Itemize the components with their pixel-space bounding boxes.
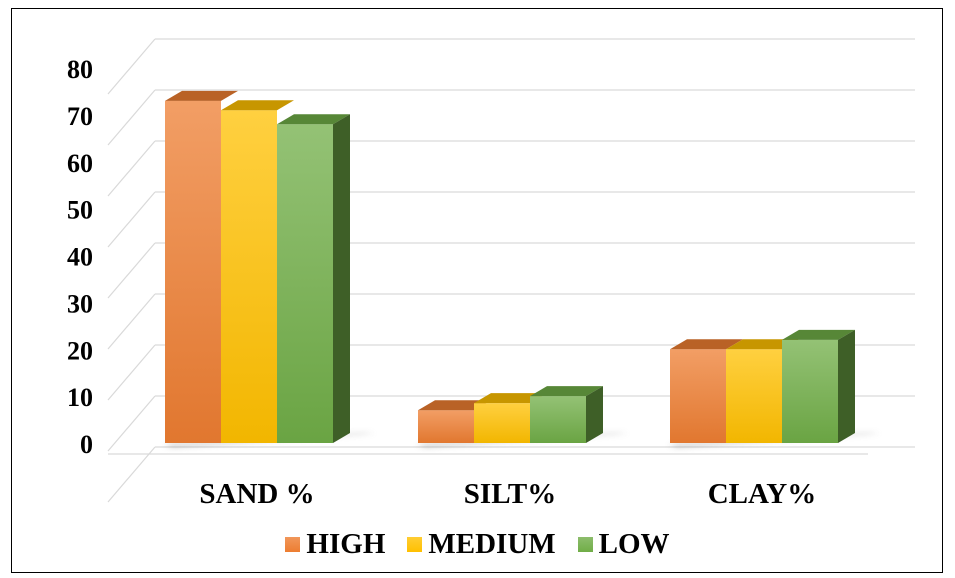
y-tick-label: 50 [67,196,93,225]
bar-top-medium-1 [474,393,547,404]
category-label: SILT% [464,478,556,510]
bar-high-1 [418,410,474,443]
bar-side-low-1 [586,386,603,443]
bar-top-low-0 [277,114,350,125]
bar-high-2 [670,349,726,443]
bar-high-0 [165,100,221,443]
legend-swatch [407,536,423,552]
legend-swatch [285,536,301,552]
y-tick-label: 0 [80,430,93,459]
bar-side-low-0 [333,114,350,443]
gridline-diagonal [107,140,156,197]
legend: HIGH MEDIUM LOW [0,524,955,564]
bar-top-medium-0 [221,100,294,111]
y-tick-label: 80 [67,55,93,84]
category-label: SAND % [199,478,314,510]
bar-medium-1 [474,403,530,443]
bar-top-medium-2 [726,339,799,350]
legend-label: MEDIUM [428,527,556,560]
bar-medium-2 [726,349,782,443]
bar-low-1 [530,396,586,443]
legend-swatch [577,536,593,552]
bar-low-0 [277,124,333,443]
bars [163,90,881,447]
legend-item-low: LOW [577,527,670,561]
y-tick-label: 60 [67,149,93,178]
y-tick-label: 70 [67,102,93,131]
gridline-diagonal [107,89,156,146]
legend-item-high: HIGH [285,528,385,561]
gridline-diagonal [107,191,156,248]
y-tick-label: 30 [67,289,93,318]
category-label: CLAY% [708,478,817,510]
bar-side-low-2 [838,329,855,443]
legend-label: HIGH [306,527,386,560]
bar-top-high-0 [165,90,238,101]
bar-top-low-1 [530,386,603,397]
gridline-diagonal [107,344,156,401]
bar-top-high-1 [418,400,491,411]
gridline-diagonal [107,38,156,95]
bar-top-low-2 [782,329,855,340]
legend-item-medium: MEDIUM [407,527,556,561]
legend-label: LOW [598,527,670,560]
y-tick-label: 10 [67,383,93,412]
gridline-diagonal [107,395,156,452]
bar-medium-0 [221,110,277,443]
y-tick-label: 40 [67,243,93,272]
labels: 0 10 20 30 40 50 60 70 80 SAND % SILT% CLAY% [67,55,816,510]
bar-low-2 [782,339,838,443]
bar-top-high-2 [670,339,743,350]
gridline-diagonal [107,293,156,350]
gridline-diagonal [107,242,156,299]
gridline-diagonal [107,446,156,503]
y-tick-label: 20 [67,336,93,365]
